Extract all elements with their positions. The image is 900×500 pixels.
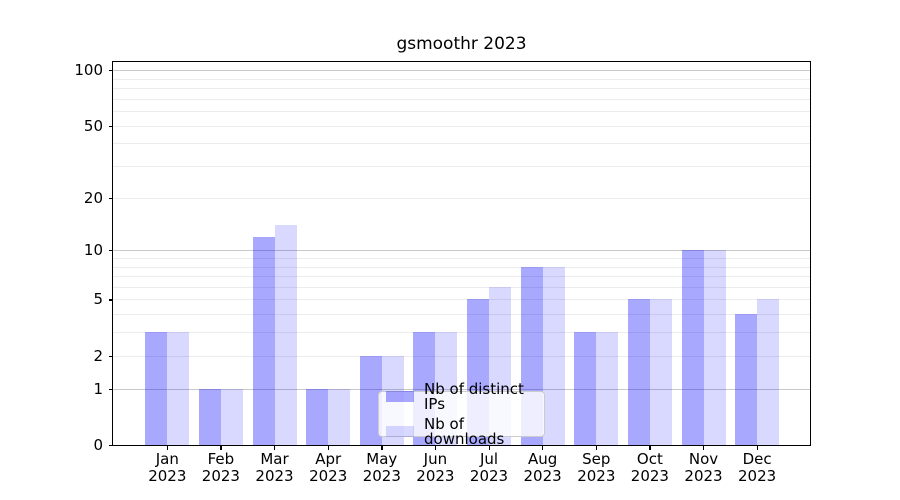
x-tick-label-feb: Feb 2023 (201, 450, 240, 485)
y-tick-mark-1 (109, 388, 113, 390)
x-tick-mark-jun (434, 446, 437, 450)
x-tick-mark-sep (595, 446, 598, 450)
gridline-80 (113, 88, 810, 89)
bar-ips-may (359, 355, 382, 445)
bar-downloads-feb (220, 388, 243, 445)
legend-swatch-distinct-ips (386, 391, 414, 402)
gridline-10 (113, 250, 810, 252)
y-tick-mark-2 (109, 355, 113, 357)
x-tick-mark-mar (274, 446, 276, 450)
bar-downloads-oct (649, 299, 672, 445)
y-tick-mark-20 (109, 197, 113, 199)
gridline-40 (113, 143, 810, 145)
gridline-8 (113, 266, 810, 268)
x-tick-mark-apr (327, 446, 329, 450)
gridline-7 (113, 276, 810, 278)
bar-ips-sep (574, 332, 597, 445)
bar-ips-oct (627, 299, 650, 445)
gridline-30 (113, 166, 810, 167)
x-tick-label-jul: Jul 2023 (469, 450, 509, 485)
bar-ips-feb (198, 388, 221, 445)
y-tick-label-20: 20 (83, 188, 103, 207)
bar-downloads-aug (542, 266, 565, 445)
x-tick-mark-nov (703, 446, 705, 450)
x-tick-label-may: May 2023 (362, 450, 401, 485)
x-tick-label-nov: Nov 2023 (684, 450, 723, 485)
y-tick-mark-10 (109, 250, 113, 252)
bar-ips-nov (681, 250, 704, 445)
gridline-9 (113, 257, 810, 259)
gridline-20 (113, 197, 810, 199)
legend-entry-distinct-ips: Nb of distinct IPs (386, 379, 544, 413)
gridline-60 (113, 111, 810, 112)
y-tick-label-2: 2 (93, 346, 103, 365)
x-tick-label-apr: Apr 2023 (309, 450, 348, 485)
bar-ips-jan (145, 332, 168, 445)
x-tick-label-dec: Dec 2023 (738, 450, 777, 485)
x-tick-label-sep: Sep 2023 (577, 450, 616, 485)
gridline-5 (113, 299, 810, 301)
gridline-3 (113, 332, 810, 334)
plot-area: Nb of distinct IPs Nb of downloads (112, 61, 811, 446)
x-tick-mark-may (381, 446, 383, 450)
bar-downloads-sep (596, 332, 619, 445)
y-tick-mark-0 (109, 445, 113, 447)
x-tick-mark-jul (488, 446, 490, 450)
gridline-6 (113, 286, 810, 288)
x-tick-label-aug: Aug 2023 (523, 450, 562, 485)
y-tick-label-50: 50 (83, 116, 103, 135)
x-tick-mark-dec (756, 446, 758, 450)
legend: Nb of distinct IPs Nb of downloads (378, 381, 545, 446)
x-tick-mark-oct (649, 446, 651, 450)
legend-entry-downloads: Nb of downloads (386, 414, 544, 448)
x-tick-label-jan: Jan 2023 (148, 450, 187, 485)
legend-label-downloads: Nb of downloads (424, 414, 505, 448)
x-tick-mark-aug (542, 446, 544, 450)
gridline-1 (113, 388, 810, 390)
legend-label-distinct-ips: Nb of distinct IPs (424, 379, 524, 413)
y-tick-label-1: 1 (93, 379, 103, 398)
y-tick-label-5: 5 (93, 290, 103, 309)
gridline-4 (113, 314, 810, 316)
y-tick-label-0: 0 (93, 436, 103, 454)
gridline-2 (113, 355, 810, 357)
bar-downloads-apr (328, 388, 351, 445)
y-tick-label-10: 10 (83, 241, 103, 260)
y-tick-mark-100 (109, 70, 113, 72)
x-tick-mark-jan (166, 446, 169, 450)
gridline-50 (113, 125, 810, 127)
y-tick-mark-5 (109, 299, 113, 301)
gridline-70 (113, 98, 810, 100)
bar-ips-dec (735, 314, 758, 445)
bar-downloads-dec (757, 299, 780, 445)
bar-ips-apr (306, 388, 329, 445)
y-tick-label-100: 100 (74, 61, 103, 80)
gridline-90 (113, 78, 810, 80)
y-tick-mark-50 (109, 125, 113, 127)
gridline-100 (113, 70, 810, 72)
chart-title: gsmoothr 2023 (396, 34, 527, 54)
legend-swatch-downloads (386, 426, 414, 437)
x-tick-mark-feb (220, 446, 222, 450)
x-tick-label-jun: Jun 2023 (416, 450, 455, 485)
bar-downloads-mar (274, 225, 297, 445)
x-tick-label-mar: Mar 2023 (255, 450, 294, 485)
bar-downloads-jan (167, 332, 190, 445)
bar-ips-mar (252, 236, 275, 445)
x-tick-label-oct: Oct 2023 (630, 450, 669, 485)
bar-downloads-nov (703, 250, 726, 445)
